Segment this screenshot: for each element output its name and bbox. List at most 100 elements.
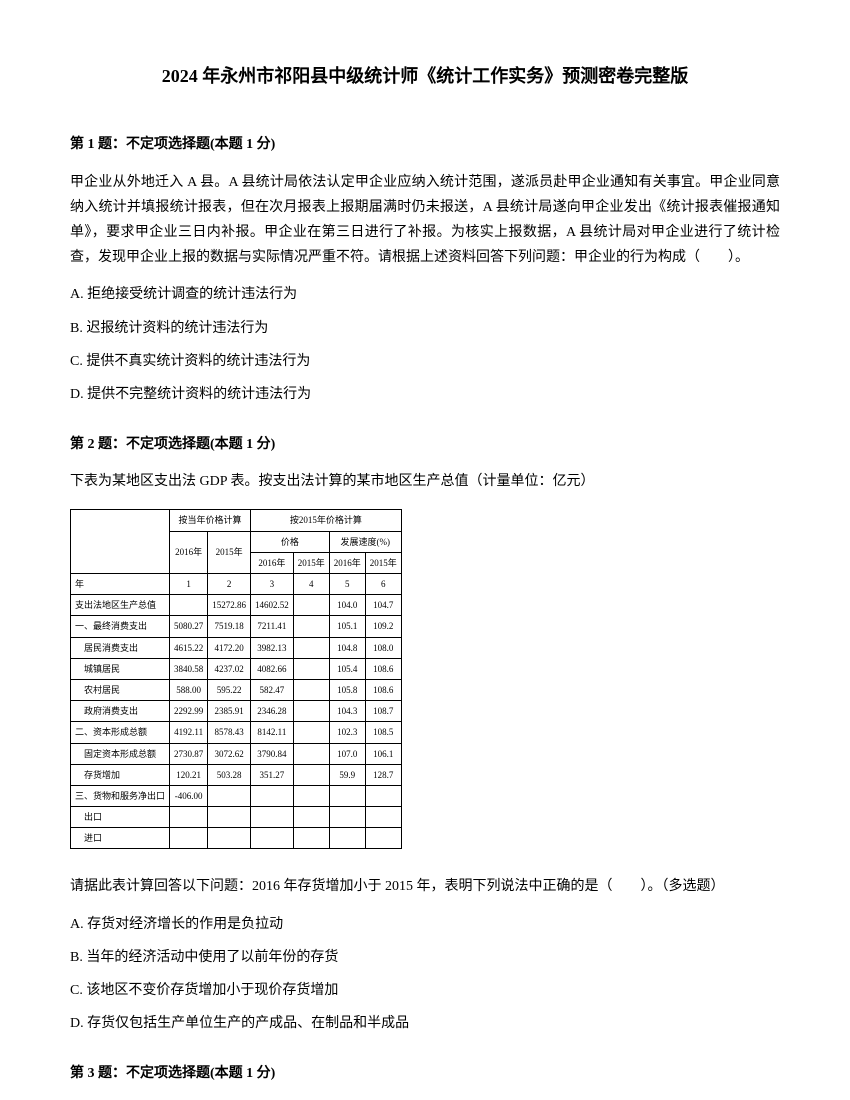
table-cell: 4172.20 xyxy=(208,637,251,658)
table-cell: 5080.27 xyxy=(170,616,208,637)
table-cell: 120.21 xyxy=(170,764,208,785)
q1-option-a: A. 拒绝接受统计调查的统计违法行为 xyxy=(70,282,780,307)
table-cell: 2730.87 xyxy=(170,743,208,764)
document-title: 2024 年永州市祁阳县中级统计师《统计工作实务》预测密卷完整版 xyxy=(70,60,780,92)
table-header-group1: 按当年价格计算 xyxy=(170,510,251,531)
q1-header: 第 1 题：不定项选择题(本题 1 分) xyxy=(70,132,780,157)
table-cell xyxy=(170,807,208,828)
q2-option-a: A. 存货对经济增长的作用是负拉动 xyxy=(70,912,780,937)
table-cell xyxy=(293,743,329,764)
idx5: 5 xyxy=(329,574,365,595)
table-row: 一、最终消费支出5080.277519.187211.41105.1109.2 xyxy=(71,616,402,637)
q1-body: 甲企业从外地迁入 A 县。A 县统计局依法认定甲企业应纳入统计范围，遂派员赴甲企… xyxy=(70,170,780,271)
table-cell: 2292.99 xyxy=(170,701,208,722)
q2-body: 请据此表计算回答以下问题：2016 年存货增加小于 2015 年，表明下列说法中… xyxy=(70,874,780,899)
row-label: 二、资本形成总额 xyxy=(71,722,170,743)
table-cell: 105.1 xyxy=(329,616,365,637)
sub-col1: 价格 xyxy=(251,531,330,552)
table-cell: 59.9 xyxy=(329,764,365,785)
table-cell: 109.2 xyxy=(365,616,401,637)
table-cell: 582.47 xyxy=(251,679,294,700)
q3-header: 第 3 题：不定项选择题(本题 1 分) xyxy=(70,1061,780,1086)
table-header-group2: 按2015年价格计算 xyxy=(251,510,402,531)
table-cell: 108.7 xyxy=(365,701,401,722)
idx2: 2 xyxy=(208,574,251,595)
table-row: 农村居民588.00595.22582.47 105.8108.6 xyxy=(71,679,402,700)
table-cell xyxy=(293,637,329,658)
row-year: 年 xyxy=(71,574,170,595)
table-cell: 108.6 xyxy=(365,658,401,679)
table-cell: 7519.18 xyxy=(208,616,251,637)
table-cell xyxy=(293,764,329,785)
table-cell xyxy=(293,616,329,637)
table-cell xyxy=(329,785,365,806)
table-cell: 4615.22 xyxy=(170,637,208,658)
sub-2016b: 2016年 xyxy=(329,552,365,573)
table-cell xyxy=(251,807,294,828)
table-cell xyxy=(293,807,329,828)
table-cell: 105.8 xyxy=(329,679,365,700)
table-cell: 503.28 xyxy=(208,764,251,785)
gdp-table: 按当年价格计算 按2015年价格计算 2016年 2015年 价格 发展速度(%… xyxy=(70,509,402,849)
row-label: 城镇居民 xyxy=(71,658,170,679)
table-cell: 15272.86 xyxy=(208,595,251,616)
table-cell: 3072.62 xyxy=(208,743,251,764)
table-corner xyxy=(71,510,170,574)
table-cell xyxy=(208,828,251,849)
table-cell: 2385.91 xyxy=(208,701,251,722)
sub-2015b: 2015年 xyxy=(365,552,401,573)
table-cell xyxy=(170,828,208,849)
table-cell: 108.6 xyxy=(365,679,401,700)
table-cell: 2346.28 xyxy=(251,701,294,722)
table-cell: 14602.52 xyxy=(251,595,294,616)
q1-option-d: D. 提供不完整统计资料的统计违法行为 xyxy=(70,382,780,407)
table-cell: 108.5 xyxy=(365,722,401,743)
table-cell xyxy=(251,828,294,849)
idx4: 4 xyxy=(293,574,329,595)
q2-option-d: D. 存货仅包括生产单位生产的产成品、在制品和半成品 xyxy=(70,1011,780,1036)
col-2016: 2016年 xyxy=(170,531,208,573)
table-cell: 104.3 xyxy=(329,701,365,722)
idx1: 1 xyxy=(170,574,208,595)
table-cell: 3982.13 xyxy=(251,637,294,658)
table-row: 存货增加120.21503.28351.2759.9128.7 xyxy=(71,764,402,785)
row-label: 农村居民 xyxy=(71,679,170,700)
table-row: 出口 xyxy=(71,807,402,828)
table-cell: 104.0 xyxy=(329,595,365,616)
table-cell: 107.0 xyxy=(329,743,365,764)
table-cell: 3840.58 xyxy=(170,658,208,679)
table-cell xyxy=(293,595,329,616)
table-cell: -406.00 xyxy=(170,785,208,806)
row-label: 进口 xyxy=(71,828,170,849)
table-cell xyxy=(293,701,329,722)
table-cell xyxy=(293,679,329,700)
table-cell: 108.0 xyxy=(365,637,401,658)
table-cell: 595.22 xyxy=(208,679,251,700)
q2-header: 第 2 题：不定项选择题(本题 1 分) xyxy=(70,432,780,457)
sub-2015: 2015年 xyxy=(293,552,329,573)
table-cell: 128.7 xyxy=(365,764,401,785)
row-label: 出口 xyxy=(71,807,170,828)
row-label: 三、货物和服务净出口 xyxy=(71,785,170,806)
table-row: 三、货物和服务净出口-406.00 xyxy=(71,785,402,806)
table-cell xyxy=(251,785,294,806)
table-cell: 8578.43 xyxy=(208,722,251,743)
q2-option-c: C. 该地区不变价存货增加小于现价存货增加 xyxy=(70,978,780,1003)
q2-intro: 下表为某地区支出法 GDP 表。按支出法计算的某市地区生产总值（计量单位：亿元） xyxy=(70,469,780,494)
table-cell: 8142.11 xyxy=(251,722,294,743)
table-cell: 104.7 xyxy=(365,595,401,616)
table-cell: 104.8 xyxy=(329,637,365,658)
table-cell xyxy=(365,807,401,828)
row-label: 一、最终消费支出 xyxy=(71,616,170,637)
table-cell xyxy=(170,595,208,616)
table-row: 城镇居民3840.584237.024082.66105.4108.6 xyxy=(71,658,402,679)
table-cell xyxy=(293,658,329,679)
col-2015: 2015年 xyxy=(208,531,251,573)
table-cell: 105.4 xyxy=(329,658,365,679)
table-cell: 3790.84 xyxy=(251,743,294,764)
table-row: 二、资本形成总额4192.118578.438142.11102.3108.5 xyxy=(71,722,402,743)
table-cell: 4237.02 xyxy=(208,658,251,679)
table-cell xyxy=(365,828,401,849)
table-cell: 588.00 xyxy=(170,679,208,700)
row-label: 固定资本形成总额 xyxy=(71,743,170,764)
